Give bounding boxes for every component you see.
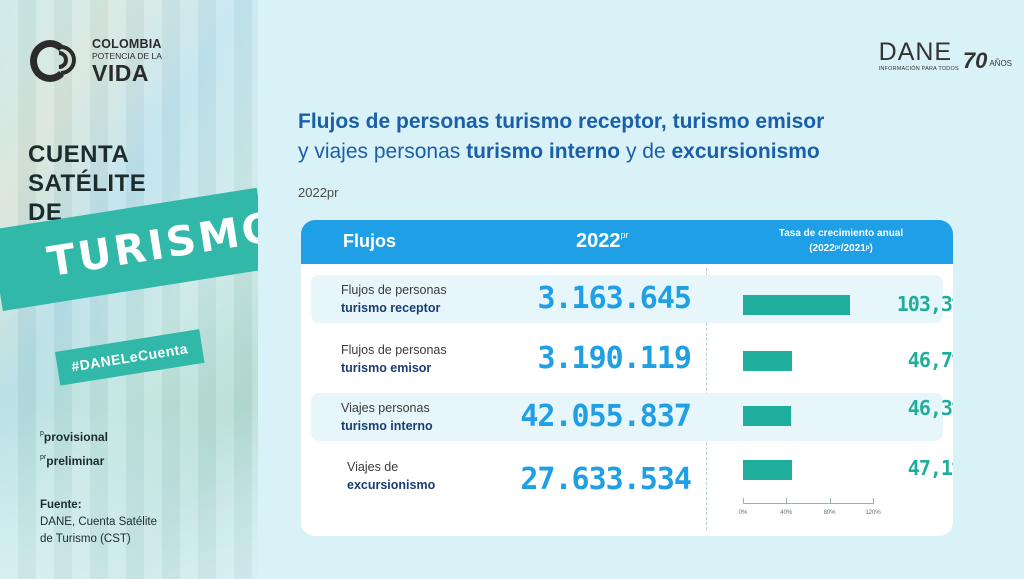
source-line-2: de Turismo (CST) bbox=[40, 533, 131, 545]
page-title: Flujos de personas turismo receptor, tur… bbox=[298, 107, 988, 167]
growth-value: 103,3% bbox=[896, 292, 953, 316]
row-value: 3.190.119 bbox=[537, 341, 692, 376]
side-panel: COLOMBIA POTENCIA DE LA VIDA CUENTA SATÉ… bbox=[0, 0, 258, 579]
colombia-logo-icon bbox=[28, 36, 86, 86]
growth-bar-track bbox=[743, 295, 873, 315]
header-2022: 2022pr bbox=[576, 230, 629, 252]
title-line-2a: y viajes personas bbox=[298, 140, 467, 163]
dane-logo: DANE INFORMACIÓN PARA TODOS 70 AÑOS bbox=[878, 38, 1012, 73]
colombia-logo: COLOMBIA POTENCIA DE LA VIDA bbox=[28, 36, 162, 86]
main-panel: DANE INFORMACIÓN PARA TODOS 70 AÑOS Fluj… bbox=[258, 0, 1024, 579]
growth-bar bbox=[743, 460, 792, 480]
axis-tick-label: 40% bbox=[780, 510, 793, 516]
growth-bar bbox=[743, 351, 792, 371]
logo-line-1: COLOMBIA bbox=[92, 36, 162, 51]
growth-bar-track bbox=[743, 460, 873, 480]
title-line-2d: excursionismo bbox=[671, 140, 820, 163]
cuenta-line: CUENTA bbox=[28, 141, 130, 168]
note-preliminar: prpreliminar bbox=[40, 454, 105, 468]
note-provisional: pprovisional bbox=[40, 430, 108, 444]
growth-value: 46,3% bbox=[907, 396, 953, 420]
row-label: Viajes de excursionismo bbox=[347, 460, 436, 492]
growth-bar-track bbox=[743, 406, 873, 426]
source-line-1: DANE, Cuenta Satélite bbox=[40, 516, 157, 528]
title-line-1: Flujos de personas turismo receptor, tur… bbox=[298, 110, 825, 133]
growth-value: 47,1% bbox=[907, 456, 953, 480]
growth-bar bbox=[743, 406, 792, 426]
period-label: 2022pr bbox=[298, 185, 339, 200]
axis-tick bbox=[786, 498, 788, 504]
axis-tick-label: 0% bbox=[738, 510, 748, 516]
axis-tick bbox=[743, 498, 744, 504]
flujos-table: Flujos 2022pr Tasa de crecimiento anual … bbox=[301, 220, 953, 536]
header-flujos: Flujos bbox=[343, 231, 396, 251]
axis-tick bbox=[829, 498, 831, 504]
growth-bar bbox=[743, 295, 851, 315]
row-label: Flujos de personas turismo emisor bbox=[341, 343, 447, 375]
row-value: 42.055.837 bbox=[520, 399, 692, 434]
dane-anos: AÑOS bbox=[989, 59, 1012, 68]
table-row: Flujos de personas turismo emisor 3.190.1… bbox=[311, 335, 943, 383]
table-row: Flujos de personas turismo receptor 3.163… bbox=[311, 275, 943, 323]
header-tasa: Tasa de crecimiento anual (2022pr/2021p) bbox=[778, 228, 904, 254]
axis-tick bbox=[873, 498, 874, 504]
table-header: Flujos 2022pr Tasa de crecimiento anual … bbox=[301, 220, 953, 264]
dane-name: DANE bbox=[878, 38, 953, 66]
dane-tagline: INFORMACIÓN PARA TODOS bbox=[878, 66, 959, 72]
table-row: Viajes personas turismo interno 42.055.83… bbox=[311, 393, 943, 441]
source-note: Fuente: DANE, Cuenta Satélite de Turismo… bbox=[40, 497, 157, 548]
axis-tick-label: 80% bbox=[823, 510, 836, 516]
row-value: 27.633.534 bbox=[520, 462, 692, 497]
dane-anniversary: 70 bbox=[962, 48, 988, 73]
logo-line-2: POTENCIA DE LA bbox=[92, 51, 162, 61]
growth-axis: 0% 40% 80% 120% bbox=[739, 498, 881, 516]
axis-tick-label: 120% bbox=[865, 510, 881, 516]
growth-value: 46,7% bbox=[907, 348, 953, 372]
row-label: Flujos de personas turismo receptor bbox=[341, 283, 447, 315]
row-label: Viajes personas turismo interno bbox=[341, 401, 433, 433]
satelite-line: SATÉLITE bbox=[28, 170, 147, 197]
title-line-2c: y de bbox=[620, 140, 672, 163]
growth-bar-track bbox=[743, 351, 873, 371]
logo-line-3: VIDA bbox=[92, 59, 149, 86]
source-label: Fuente: bbox=[40, 499, 82, 511]
row-value: 3.163.645 bbox=[537, 281, 692, 316]
footnotes: pprovisional prpreliminar bbox=[40, 430, 108, 478]
table-row: Viajes de excursionismo 27.633.534 bbox=[311, 452, 943, 500]
title-line-2b: turismo interno bbox=[466, 140, 621, 163]
